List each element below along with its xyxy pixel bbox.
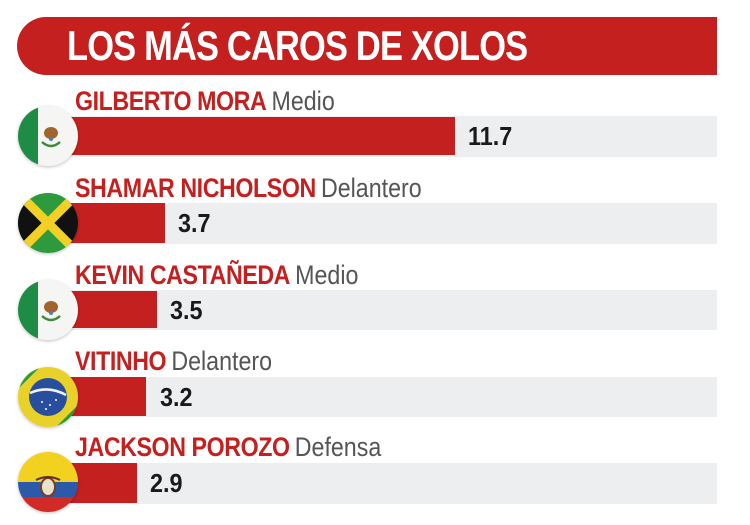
value-bar	[68, 203, 165, 243]
player-label: VITINHO Delantero	[75, 346, 272, 376]
player-position: Defensa	[294, 432, 382, 462]
player-name: SHAMAR NICHOLSON	[75, 173, 316, 203]
bar-track	[68, 377, 717, 417]
player-position: Delantero	[171, 346, 273, 376]
mexico-flag-icon	[18, 106, 78, 166]
mexico-flag-icon	[18, 280, 78, 340]
player-position: Medio	[295, 260, 359, 290]
bar-track	[68, 463, 717, 504]
player-label: KEVIN CASTAÑEDA Medio	[75, 260, 358, 290]
value-label: 2.9	[150, 468, 183, 498]
value-bar	[68, 463, 137, 503]
jamaica-flag-icon	[18, 193, 78, 253]
title-banner: LOS MÁS CAROS DE XOLOS	[17, 17, 717, 75]
bar-track	[68, 203, 717, 244]
player-label: JACKSON POROZO Defensa	[75, 432, 381, 462]
bar-track	[68, 290, 717, 330]
player-name: JACKSON POROZO	[75, 432, 290, 462]
player-position: Medio	[271, 86, 335, 116]
value-label: 3.7	[178, 208, 211, 238]
player-name: KEVIN CASTAÑEDA	[75, 260, 291, 290]
value-label: 11.7	[468, 121, 513, 151]
value-bar	[68, 291, 157, 328]
brazil-flag-icon	[18, 367, 78, 427]
player-name: VITINHO	[75, 346, 167, 376]
value-bar	[68, 117, 455, 155]
value-label: 3.5	[170, 295, 203, 325]
value-label: 3.2	[160, 382, 193, 412]
ecuador-flag-icon	[18, 452, 78, 512]
chart-title: LOS MÁS CAROS DE XOLOS	[67, 22, 528, 69]
player-position: Delantero	[320, 173, 422, 203]
player-name: GILBERTO MORA	[75, 86, 267, 116]
player-label: GILBERTO MORA Medio	[75, 86, 335, 116]
player-label: SHAMAR NICHOLSON Delantero	[75, 173, 422, 203]
value-bar	[68, 377, 146, 416]
